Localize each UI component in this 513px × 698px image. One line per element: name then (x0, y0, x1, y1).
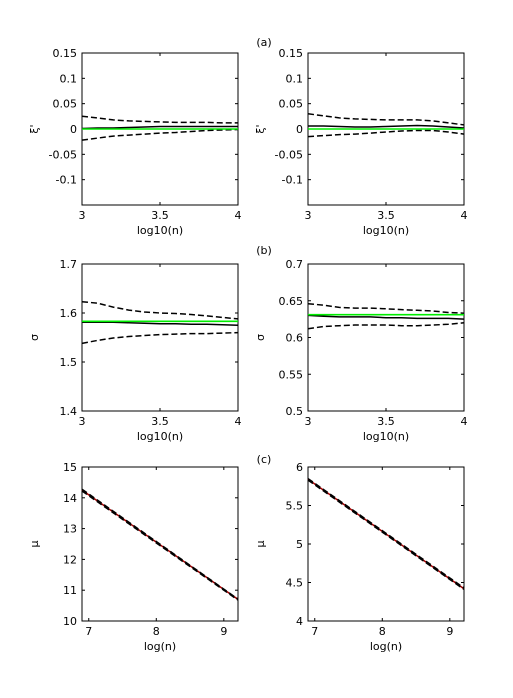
ci-line (81, 331, 239, 345)
x-tick-label: 4 (235, 209, 242, 222)
y-tick-label: 0.1 (60, 72, 78, 85)
estimate-line (308, 124, 465, 129)
y-tick-label: -0.05 (49, 148, 77, 161)
x-tick-label: 8 (153, 625, 160, 638)
y-axis-label: ξ' (254, 124, 267, 133)
y-tick-label: -0.1 (56, 174, 77, 187)
y-tick-label: 0.6 (286, 332, 304, 345)
plot-5: 7 8 9 10 11 12 13 14 15 log(n) μ (28, 461, 239, 653)
x-axis-label: log(n) (144, 640, 176, 653)
x-axis-label: log10(n) (137, 430, 183, 443)
y-tick-label: 10 (63, 615, 77, 628)
y-tick-label: 13 (63, 523, 77, 536)
y-tick-label: 5.5 (286, 500, 304, 513)
y-tick-label: 0.7 (286, 258, 304, 271)
y-tick-label: 0.1 (286, 72, 304, 85)
y-tick-label: 0.15 (53, 47, 78, 60)
ci-line (81, 488, 239, 600)
x-tick-label: 3.5 (151, 415, 169, 428)
x-tick-label: 4 (235, 415, 242, 428)
x-tick-label: 3 (305, 415, 312, 428)
plot-4: 3 3.5 4 0.5 0.55 0.6 0.65 0.7 log10(n) σ (254, 258, 468, 443)
ci-line (307, 477, 465, 589)
ci-line (81, 128, 239, 141)
plot-3: 3 3.5 4 1.4 1.5 1.6 1.7 log10(n) σ (28, 258, 242, 443)
y-tick-label: 1.7 (60, 258, 78, 271)
y-tick-label: 0 (70, 123, 77, 136)
ci-line (307, 302, 465, 314)
y-tick-label: 12 (63, 553, 77, 566)
y-tick-label: 0.55 (279, 368, 304, 381)
estimate-line (82, 321, 239, 327)
plot-2: 3 3.5 4 -0.1 -0.05 0 0.05 0.1 0.15 log10(n) ξ' (254, 47, 468, 237)
y-tick-label: 1.6 (60, 307, 78, 320)
y-tick-label: 0.05 (53, 98, 78, 111)
panel-label-c: (c) (257, 453, 272, 466)
plot-frame (307, 263, 465, 412)
plot-1: 3 3.5 4 -0.1 -0.05 0 0.05 0.1 0.15 log10(n) ξ' (28, 47, 242, 237)
x-tick-label: 7 (85, 625, 92, 638)
x-axis-label: log10(n) (137, 224, 183, 237)
plot-frame (307, 466, 465, 622)
y-tick-label: 0.15 (279, 47, 304, 60)
y-tick-label: -0.05 (275, 148, 303, 161)
y-axis-label: σ (254, 334, 267, 341)
x-tick-label: 3.5 (377, 209, 395, 222)
y-tick-label: 15 (63, 461, 77, 474)
x-tick-label: 3 (79, 415, 86, 428)
y-tick-label: 0.5 (286, 405, 304, 418)
x-tick-label: 3 (79, 209, 86, 222)
y-tick-label: 1.4 (60, 405, 78, 418)
panel-label-a: (a) (256, 36, 271, 49)
y-tick-label: 4 (296, 615, 303, 628)
y-tick-label: 0.05 (279, 98, 304, 111)
x-axis-label: log10(n) (363, 430, 409, 443)
y-tick-label: 6 (296, 461, 303, 474)
y-axis-label: μ (254, 541, 267, 548)
x-tick-label: 8 (379, 625, 386, 638)
y-tick-label: 11 (63, 584, 77, 597)
y-tick-label: 4.5 (286, 577, 304, 590)
ci-line (307, 113, 465, 126)
panel-label-b: (b) (256, 244, 272, 257)
ci-line (81, 490, 239, 601)
ci-line (307, 479, 465, 591)
x-tick-label: 3.5 (377, 415, 395, 428)
y-axis-label: σ (28, 334, 41, 341)
ci-line (307, 129, 465, 138)
y-tick-label: 0 (296, 123, 303, 136)
y-axis-label: μ (28, 541, 41, 548)
x-tick-label: 4 (461, 209, 468, 222)
estimate-line (81, 125, 238, 130)
y-axis-label: ξ' (28, 124, 41, 133)
ci-line (81, 300, 239, 320)
x-axis-label: log(n) (370, 640, 402, 653)
y-tick-label: -0.1 (282, 174, 303, 187)
x-tick-label: 7 (311, 625, 318, 638)
y-tick-label: 5 (296, 538, 303, 551)
y-tick-label: 1.5 (60, 356, 78, 369)
ci-line (81, 115, 238, 124)
x-tick-label: 4 (461, 415, 468, 428)
x-tick-label: 9 (446, 625, 453, 638)
plot-frame (81, 263, 239, 412)
x-axis-label: log10(n) (363, 224, 409, 237)
estimate-line (307, 314, 465, 320)
y-tick-label: 0.65 (279, 295, 304, 308)
x-tick-label: 3.5 (151, 209, 169, 222)
plot-6: 7 8 9 4 4.5 5 5.5 6 log(n) μ (254, 461, 465, 653)
y-tick-label: 14 (63, 492, 77, 505)
ci-line (307, 322, 465, 330)
x-tick-label: 9 (220, 625, 227, 638)
x-tick-label: 3 (305, 209, 312, 222)
